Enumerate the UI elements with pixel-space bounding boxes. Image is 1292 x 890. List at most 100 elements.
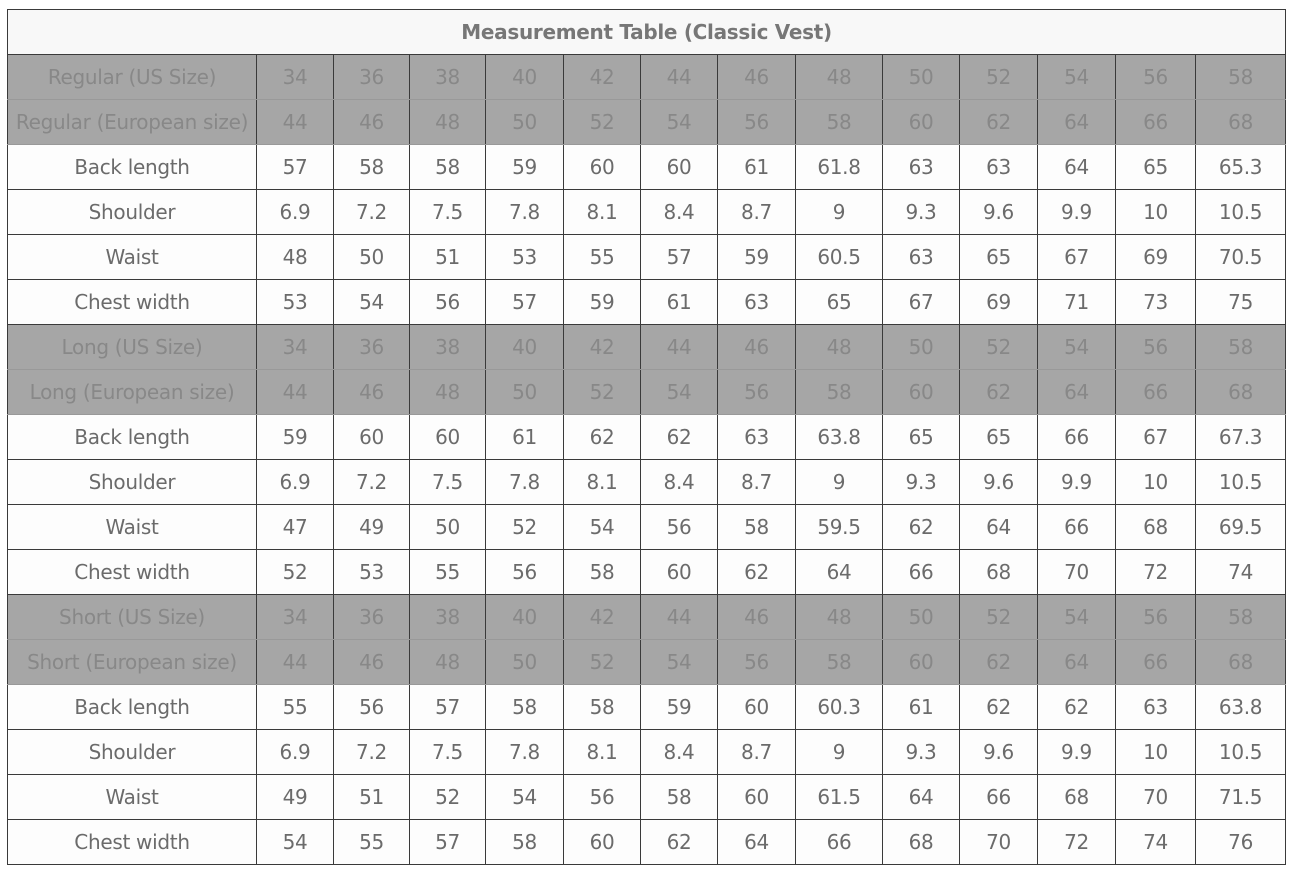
cell-value: 63.8 <box>1194 684 1287 730</box>
cell-value: 47 <box>256 504 334 550</box>
cell-value: 56 <box>717 99 796 145</box>
cell-value: 61 <box>717 144 796 190</box>
cell-value: 7.2 <box>333 189 410 235</box>
cell-value: 8.7 <box>717 729 796 775</box>
cell-value: 48 <box>409 369 486 415</box>
measurement-row: Chest width 54 55 57 58 60 62 64 66 68 70 72 74 76 <box>7 819 1287 865</box>
cell-value: 60.5 <box>795 234 883 280</box>
measurement-table: Measurement Table (Classic Vest) Regular… <box>6 9 1287 865</box>
cell-value: 59 <box>563 279 641 325</box>
cell-value: 7.2 <box>333 459 410 505</box>
cell-value: 54 <box>1037 594 1116 640</box>
cell-value: 50 <box>882 54 960 100</box>
cell-value: 10 <box>1115 189 1196 235</box>
cell-value: 38 <box>409 594 486 640</box>
cell-value: 54 <box>333 279 410 325</box>
cell-value: 8.4 <box>640 189 718 235</box>
cell-value: 58 <box>563 684 641 730</box>
cell-value: 68 <box>1037 774 1116 820</box>
size-header-row: Short (US Size) 34 36 38 40 42 44 46 48 50 52 54 56 5… <box>7 594 1287 640</box>
cell-value: 65 <box>882 414 960 460</box>
cell-value: 62 <box>1037 684 1116 730</box>
cell-value: 60 <box>717 774 796 820</box>
row-label: Regular (European size) <box>7 99 257 145</box>
cell-value: 68 <box>1194 369 1287 415</box>
cell-value: 68 <box>959 549 1038 595</box>
cell-value: 68 <box>1115 504 1196 550</box>
cell-value: 53 <box>256 279 334 325</box>
cell-value: 66 <box>1115 369 1196 415</box>
cell-value: 42 <box>563 54 641 100</box>
cell-value: 9.6 <box>959 729 1038 775</box>
measurement-row: Chest width 53 54 56 57 59 61 63 65 67 69 71 73 75 <box>7 279 1287 325</box>
cell-value: 56 <box>717 369 796 415</box>
cell-value: 38 <box>409 324 486 370</box>
cell-value: 9.6 <box>959 189 1038 235</box>
measurement-row: Waist 47 49 50 52 54 56 58 59.5 62 64 66 68 69.5 <box>7 504 1287 550</box>
cell-value: 52 <box>563 99 641 145</box>
row-label: Waist <box>7 504 257 550</box>
measurement-row: Shoulder 6.9 7.2 7.5 7.8 8.1 8.4 8.7 9 9.3 9.6 9.9 1… <box>7 729 1287 775</box>
size-header-row: Long (US Size) 34 36 38 40 42 44 46 48 50 52 54 56 58 <box>7 324 1287 370</box>
cell-value: 40 <box>485 54 564 100</box>
cell-value: 10.5 <box>1194 729 1287 775</box>
cell-value: 69 <box>959 279 1038 325</box>
measurement-row: Back length 55 56 57 58 58 59 60 60.3 61 62 62 63 63.… <box>7 684 1287 730</box>
cell-value: 40 <box>485 324 564 370</box>
cell-value: 7.8 <box>485 189 564 235</box>
cell-value: 9.9 <box>1037 729 1116 775</box>
cell-value: 6.9 <box>256 189 334 235</box>
cell-value: 8.1 <box>563 459 641 505</box>
cell-value: 68 <box>1194 99 1287 145</box>
cell-value: 52 <box>959 54 1038 100</box>
cell-value: 51 <box>333 774 410 820</box>
cell-value: 59 <box>717 234 796 280</box>
cell-value: 76 <box>1194 819 1287 865</box>
cell-value: 50 <box>409 504 486 550</box>
cell-value: 64 <box>959 504 1038 550</box>
cell-value: 67 <box>1037 234 1116 280</box>
cell-value: 8.4 <box>640 729 718 775</box>
cell-value: 7.8 <box>485 459 564 505</box>
cell-value: 53 <box>485 234 564 280</box>
cell-value: 66 <box>959 774 1038 820</box>
cell-value: 56 <box>1115 324 1196 370</box>
cell-value: 7.2 <box>333 729 410 775</box>
cell-value: 46 <box>333 639 410 685</box>
size-header-row: Regular (European size) 44 46 48 50 52 54 56 58 6… <box>7 99 1287 145</box>
table-body: Regular (US Size) 34 36 38 40 42 44 46 48 50 52 54 5… <box>7 54 1287 865</box>
cell-value: 60 <box>882 99 960 145</box>
cell-value: 60 <box>882 639 960 685</box>
cell-value: 50 <box>333 234 410 280</box>
cell-value: 66 <box>882 549 960 595</box>
cell-value: 67 <box>1115 414 1196 460</box>
cell-value: 63 <box>1115 684 1196 730</box>
cell-value: 57 <box>409 684 486 730</box>
cell-value: 6.9 <box>256 729 334 775</box>
cell-value: 59 <box>640 684 718 730</box>
cell-value: 60 <box>640 549 718 595</box>
cell-value: 48 <box>409 639 486 685</box>
cell-value: 67.3 <box>1194 414 1287 460</box>
cell-value: 50 <box>882 324 960 370</box>
cell-value: 57 <box>409 819 486 865</box>
cell-value: 64 <box>1037 369 1116 415</box>
cell-value: 52 <box>563 639 641 685</box>
cell-value: 8.1 <box>563 189 641 235</box>
cell-value: 55 <box>333 819 410 865</box>
cell-value: 64 <box>1037 99 1116 145</box>
cell-value: 9.3 <box>882 189 960 235</box>
cell-value: 65 <box>795 279 883 325</box>
cell-value: 54 <box>1037 54 1116 100</box>
cell-value: 69 <box>1115 234 1196 280</box>
cell-value: 50 <box>485 639 564 685</box>
cell-value: 69.5 <box>1194 504 1287 550</box>
cell-value: 54 <box>256 819 334 865</box>
cell-value: 44 <box>256 639 334 685</box>
cell-value: 44 <box>256 369 334 415</box>
cell-value: 7.5 <box>409 189 486 235</box>
measurement-row: Waist 49 51 52 54 56 58 60 61.5 64 66 68 70 71.5 <box>7 774 1287 820</box>
cell-value: 66 <box>1115 99 1196 145</box>
row-label: Waist <box>7 234 257 280</box>
cell-value: 53 <box>333 549 410 595</box>
